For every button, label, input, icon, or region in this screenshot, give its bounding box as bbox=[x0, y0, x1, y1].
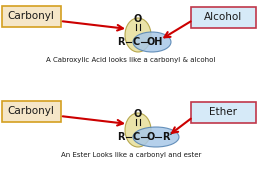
Text: A Cabroxylic Acid looks like a carbonyl & alcohol: A Cabroxylic Acid looks like a carbonyl … bbox=[46, 57, 216, 63]
Text: Carbonyl: Carbonyl bbox=[8, 11, 54, 21]
FancyBboxPatch shape bbox=[2, 100, 61, 122]
Ellipse shape bbox=[133, 32, 171, 52]
Text: R: R bbox=[117, 132, 125, 142]
FancyBboxPatch shape bbox=[190, 7, 255, 27]
FancyBboxPatch shape bbox=[2, 6, 61, 26]
Ellipse shape bbox=[125, 18, 151, 52]
Text: R: R bbox=[117, 37, 125, 47]
Text: OH: OH bbox=[147, 37, 163, 47]
Text: C: C bbox=[132, 37, 140, 47]
Text: O: O bbox=[147, 132, 155, 142]
Ellipse shape bbox=[133, 127, 179, 147]
Text: Alcohol: Alcohol bbox=[204, 12, 242, 22]
Text: C: C bbox=[132, 132, 140, 142]
Text: O: O bbox=[134, 109, 142, 119]
Ellipse shape bbox=[125, 113, 151, 147]
Text: Carbonyl: Carbonyl bbox=[8, 106, 54, 116]
Text: R’: R’ bbox=[162, 132, 174, 142]
FancyBboxPatch shape bbox=[190, 102, 255, 122]
Text: Ether: Ether bbox=[209, 107, 237, 117]
Text: An Ester Looks like a carbonyl and ester: An Ester Looks like a carbonyl and ester bbox=[61, 152, 201, 158]
Text: O: O bbox=[134, 14, 142, 24]
